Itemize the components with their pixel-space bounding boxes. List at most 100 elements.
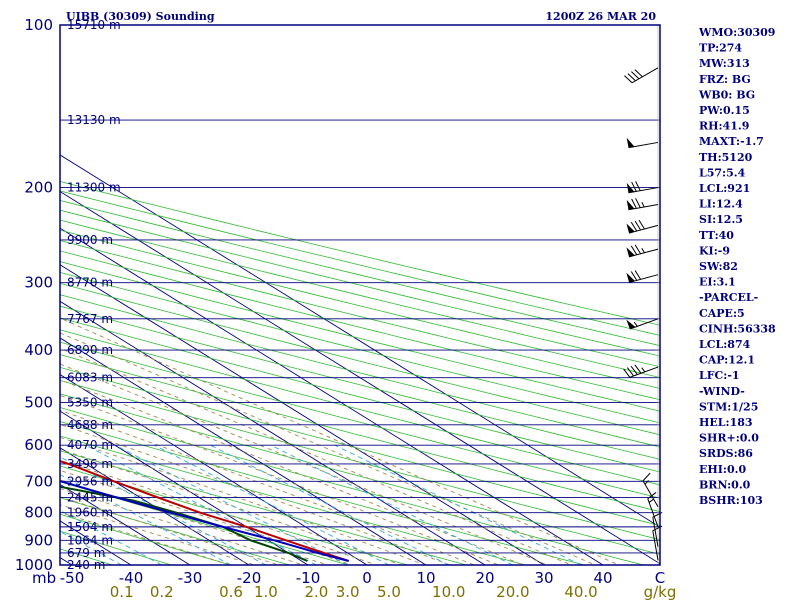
dry-adiabat (60, 329, 660, 486)
index-line: STM:1/25 (699, 400, 758, 413)
dry-adiabat (60, 282, 660, 436)
wind-barb (624, 67, 659, 84)
mixing-ratio-label: 3.0 (336, 583, 360, 600)
mixing-ratio-label: 0.6 (219, 583, 243, 600)
dry-adiabat (60, 530, 173, 565)
wind-barb (626, 181, 659, 194)
index-line: CAP:12.1 (699, 354, 755, 367)
moist-adiabat (60, 459, 378, 565)
height-label: 3496 m (67, 457, 113, 471)
pressure-tick-label: 100 (24, 16, 53, 34)
mixing-ratio-line (114, 444, 348, 565)
dry-adiabat (60, 435, 527, 565)
height-label: 4070 m (67, 438, 113, 452)
isotherm (60, 337, 427, 565)
height-label: 5350 m (67, 395, 113, 409)
plot-frame (59, 24, 661, 566)
mixing-ratio-label: 1.0 (254, 583, 278, 600)
height-label: 11300 m (67, 181, 121, 195)
index-line: LFC:-1 (699, 369, 740, 382)
height-label: 1960 m (67, 506, 113, 520)
height-label: 13130 m (67, 113, 121, 127)
index-line: CAPE:5 (699, 307, 745, 320)
pressure-unit-label: mb (32, 569, 56, 587)
pressure-tick-label: 300 (24, 274, 53, 292)
index-line: BRN:0.0 (699, 478, 751, 491)
isotherm (60, 227, 604, 565)
wind-barb (626, 198, 659, 211)
index-line: MW:313 (699, 57, 750, 70)
index-line: BSHR:103 (699, 494, 763, 507)
dry-adiabat (60, 393, 660, 555)
index-line: -WIND- (699, 385, 745, 398)
index-line: WB0: BG (698, 88, 755, 101)
isotherm (60, 190, 660, 565)
isotherm (60, 154, 660, 528)
index-line: L57:5.4 (699, 166, 746, 179)
temperature-tick-label: -20 (237, 569, 262, 587)
chart-title-left: UIBB (30309) Sounding (66, 10, 215, 23)
isotherm (60, 410, 309, 565)
moist-adiabat (60, 488, 305, 565)
index-line: SW:82 (699, 260, 738, 273)
wind-barb (626, 270, 659, 283)
mixing-ratio-label: 40.0 (564, 583, 597, 600)
index-line: HEL:183 (699, 416, 753, 429)
temperature-tick-label: -10 (296, 569, 321, 587)
temperature-tick-label: 10 (416, 569, 435, 587)
index-line: SRDS:86 (699, 447, 753, 460)
moist-adiabat (60, 379, 525, 565)
height-label: 6890 m (67, 343, 113, 357)
pressure-tick-label: 400 (24, 341, 53, 359)
height-label: 7767 m (67, 312, 113, 326)
dry-adiabat (60, 305, 660, 460)
pressure-tick-label: 200 (24, 179, 53, 197)
index-line: FRZ: BG (699, 73, 751, 86)
pressure-tick-label: 500 (24, 393, 53, 411)
dry-adiabat (60, 465, 409, 565)
dry-adiabat (60, 366, 660, 526)
height-label: 2956 m (67, 474, 113, 488)
isotherm (60, 264, 545, 565)
pressure-tick-label: 600 (24, 436, 53, 454)
wind-barb (626, 137, 659, 149)
dry-adiabat (60, 379, 660, 541)
index-line: WMO:30309 (698, 26, 775, 39)
mixing-ratio-line (154, 444, 390, 565)
height-label: 1504 m (67, 520, 113, 534)
wind-barb (626, 244, 659, 258)
dry-adiabat (60, 407, 646, 565)
index-line: EHI:0.0 (699, 463, 746, 476)
index-line: MAXT:-1.7 (699, 135, 764, 148)
temperature-tick-label: 40 (593, 569, 612, 587)
chart-title-right: 1200Z 26 MAR 20 (545, 10, 656, 23)
dry-adiabat (60, 294, 660, 448)
pressure-tick-label: 800 (24, 504, 53, 522)
mixing-ratio-line (210, 444, 449, 565)
dry-adiabat (60, 354, 660, 513)
mixing-ratio-label: 0.1 (110, 583, 134, 600)
index-line: SHR+:0.0 (699, 432, 759, 445)
mixing-ratio-label: 0.2 (150, 583, 174, 600)
dry-adiabat (60, 421, 587, 565)
index-line: EI:3.1 (699, 276, 736, 289)
index-line: RH:41.9 (699, 120, 749, 133)
mixing-ratio-label: 5.0 (377, 583, 401, 600)
index-line: PW:0.15 (699, 104, 750, 117)
wind-barb-layer (623, 25, 663, 565)
height-label: 8770 m (67, 276, 113, 290)
temperature-unit-label: C (655, 569, 665, 587)
temperature-trace (60, 459, 350, 562)
moist-adiabat (60, 347, 573, 565)
mixing-ratio-unit-label: g/kg (644, 583, 677, 600)
isotherm (60, 300, 486, 565)
index-line: KI:-9 (699, 244, 730, 257)
height-label: 6083 m (67, 371, 113, 385)
temperature-tick-label: 0 (362, 569, 372, 587)
wind-barb (623, 364, 659, 378)
sounding-indices: WMO:30309 TP:274 MW:313 FRZ: BG WB0: BG PW:0.… (698, 26, 776, 507)
moist-adiabat (60, 436, 427, 565)
